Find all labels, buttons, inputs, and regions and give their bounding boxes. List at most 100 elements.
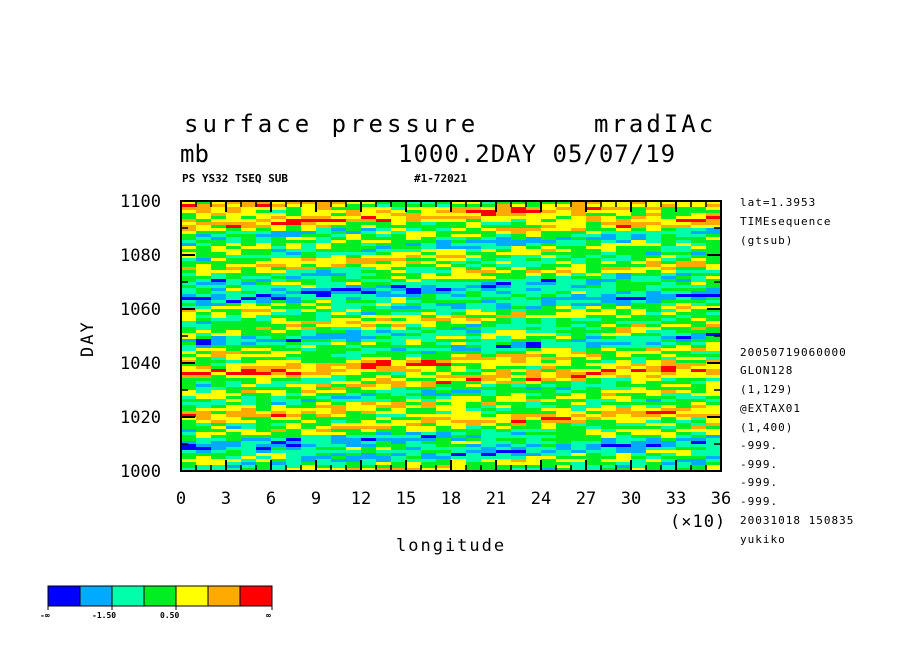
heatmap-cell [661,360,677,364]
heatmap-cell [526,396,542,400]
heatmap-cell [316,387,332,391]
heatmap-cell [346,345,362,349]
heatmap-cell [271,348,287,352]
heatmap-cell [391,297,407,301]
heatmap-cell [241,228,257,232]
heatmap-cell [496,327,512,331]
x-tick-label: 21 [486,489,506,509]
heatmap-cell [421,267,437,271]
heatmap-cell [511,282,527,286]
heatmap-cell [601,309,617,313]
heatmap-cell [241,282,257,286]
heatmap-cell [286,285,302,289]
heatmap-cell [346,225,362,229]
heatmap-cell [496,285,512,289]
heatmap-cell [271,435,287,439]
heatmap-cell [496,291,512,295]
heatmap-cell [511,225,527,229]
heatmap-cell [301,357,317,361]
heatmap-cell [466,336,482,340]
heatmap-cell [676,405,692,409]
heatmap-cell [256,303,272,307]
heatmap-cell [466,417,482,421]
heatmap-cell [271,366,287,370]
heatmap-cell [316,420,332,424]
heatmap-cell [316,264,332,268]
heatmap-cell [706,222,722,226]
heatmap-cell [256,333,272,337]
heatmap-cell [316,453,332,457]
heatmap-cell [316,423,332,427]
heatmap-cell [526,315,542,319]
heatmap-cell [661,243,677,247]
heatmap-cell [436,462,452,466]
heatmap-cell [361,441,377,445]
heatmap-cell [331,240,347,244]
heatmap-cell [346,351,362,355]
heatmap-cell [391,315,407,319]
heatmap-cell [706,462,722,466]
heatmap-cell [376,408,392,412]
heatmap-cell [346,438,362,442]
heatmap-cell [481,279,497,283]
heatmap-cell [181,447,197,451]
heatmap-cell [511,363,527,367]
heatmap-cell [481,249,497,253]
heatmap-cell [466,420,482,424]
heatmap-cell [481,252,497,256]
heatmap-cell [301,273,317,277]
heatmap-cell [271,378,287,382]
heatmap-cell [241,339,257,343]
heatmap-cell [376,321,392,325]
heatmap-cell [601,447,617,451]
heatmap-cell [421,420,437,424]
heatmap-cell [676,276,692,280]
heatmap-cell [346,297,362,301]
heatmap-cell [271,345,287,349]
heatmap-cell [586,468,602,472]
heatmap-cell [391,360,407,364]
heatmap-cell [196,291,212,295]
heatmap-cell [466,393,482,397]
heatmap-cell [526,366,542,370]
heatmap-cell [451,273,467,277]
heatmap-cell [346,348,362,352]
heatmap-cell [376,330,392,334]
heatmap-cell [361,273,377,277]
heatmap-cell [646,219,662,223]
heatmap-cell [421,264,437,268]
heatmap-cell [511,366,527,370]
heatmap-cell [286,306,302,310]
heatmap-cell [451,210,467,214]
heatmap-cell [511,321,527,325]
heatmap-cell [691,381,707,385]
heatmap-cell [691,300,707,304]
heatmap-cell [256,405,272,409]
heatmap-cell [346,393,362,397]
heatmap-cell [571,276,587,280]
heatmap-cell [226,213,242,217]
heatmap-cell [586,432,602,436]
heatmap-cell [661,240,677,244]
heatmap-cell [181,339,197,343]
heatmap-cell [316,405,332,409]
heatmap-cell [451,360,467,364]
heatmap-cell [271,417,287,421]
heatmap-cell [466,291,482,295]
heatmap-cell [196,375,212,379]
heatmap-cell [556,219,572,223]
heatmap-cell [676,255,692,259]
heatmap-cell [661,402,677,406]
heatmap-cell [466,465,482,469]
heatmap-cell [586,426,602,430]
heatmap-cell [691,465,707,469]
heatmap-cell [676,369,692,373]
heatmap-cell [211,288,227,292]
heatmap-cell [691,291,707,295]
heatmap-cell [466,375,482,379]
heatmap-cell [436,234,452,238]
heatmap-cell [601,327,617,331]
heatmap-cell [406,252,422,256]
heatmap-cell [346,318,362,322]
heatmap-cell [346,396,362,400]
